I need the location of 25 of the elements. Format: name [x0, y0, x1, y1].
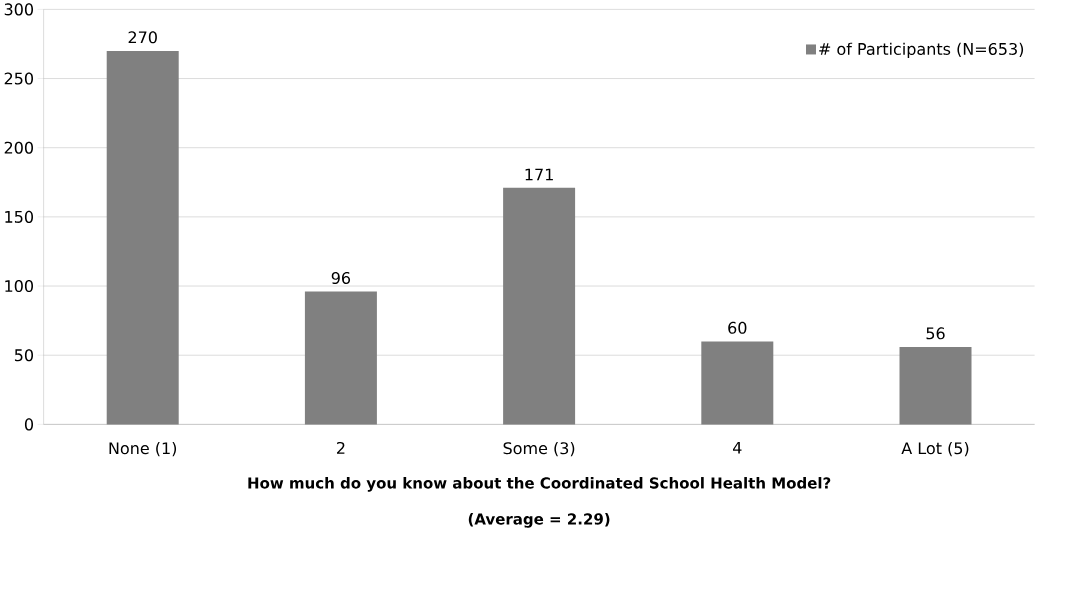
x-tick-label: Some (3): [503, 442, 575, 457]
bar: [503, 188, 576, 425]
bar: [304, 291, 377, 425]
x-tick-label: A Lot (5): [901, 442, 969, 457]
x-tick-label: None (1): [109, 442, 177, 457]
x-axis-title: How much do you know about the Coordinated School Health Model?: [248, 477, 831, 492]
bar: [899, 347, 972, 425]
y-tick-label: 150: [5, 211, 33, 224]
text: (Average = 2.29): [468, 513, 610, 528]
x-tick-label: 4: [733, 442, 742, 454]
bar: [106, 51, 179, 425]
data-label: 96: [331, 272, 351, 285]
y-tick-label: 0: [24, 418, 34, 431]
data-label: 56: [926, 327, 945, 340]
y-tick-label: 250: [4, 72, 33, 85]
legend-label: # of Participants (N=653): [819, 42, 1024, 59]
x-tick-label: 2: [337, 442, 345, 454]
y-tick-label: 50: [14, 349, 34, 362]
y-tick-label: 100: [5, 280, 33, 293]
y-tick-label: 200: [4, 141, 33, 154]
data-label: 60: [728, 321, 747, 335]
bar: [701, 341, 774, 425]
data-label: 270: [128, 31, 157, 44]
y-tick-label: 300: [4, 3, 33, 16]
data-label: 171: [525, 168, 553, 181]
